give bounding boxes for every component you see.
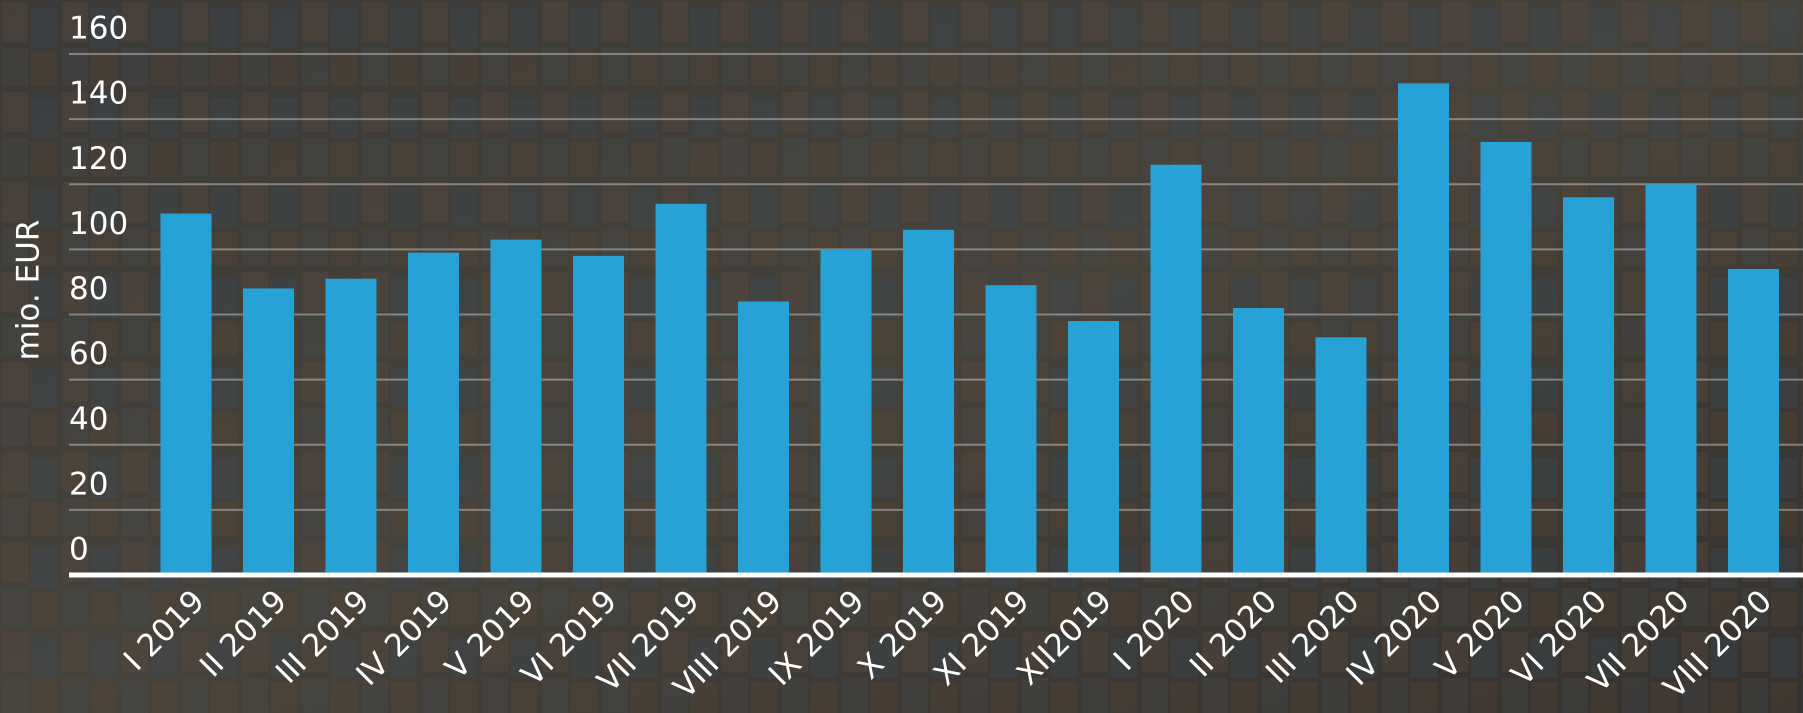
bar	[820, 249, 872, 575]
y-axis-label: mio. EUR	[11, 220, 47, 361]
y-tick-label: 140	[69, 76, 128, 112]
bar	[1563, 197, 1614, 575]
bar	[1728, 268, 1779, 575]
bar	[1645, 184, 1697, 575]
bar	[573, 255, 624, 575]
bar	[738, 301, 789, 575]
y-tick-label: 120	[69, 141, 128, 177]
bar	[490, 239, 542, 575]
bar	[985, 285, 1037, 575]
y-tick-label: 40	[69, 401, 108, 437]
y-tick-label: 20	[69, 466, 108, 502]
bar	[408, 252, 459, 575]
y-tick-label: 160	[69, 11, 128, 47]
bar	[655, 203, 707, 575]
y-tick-label: 60	[69, 336, 108, 372]
bar	[1398, 83, 1449, 576]
bar	[1150, 164, 1202, 575]
y-tick-label: 100	[69, 206, 128, 242]
y-tick-label: 80	[69, 271, 108, 307]
bar	[1233, 307, 1284, 575]
bar	[1068, 321, 1119, 575]
bar	[1315, 337, 1367, 575]
bar	[903, 229, 954, 575]
bar	[160, 213, 212, 575]
bar	[325, 278, 377, 575]
y-tick-label: 0	[69, 532, 89, 568]
bar	[1480, 141, 1532, 575]
bar	[243, 288, 294, 575]
